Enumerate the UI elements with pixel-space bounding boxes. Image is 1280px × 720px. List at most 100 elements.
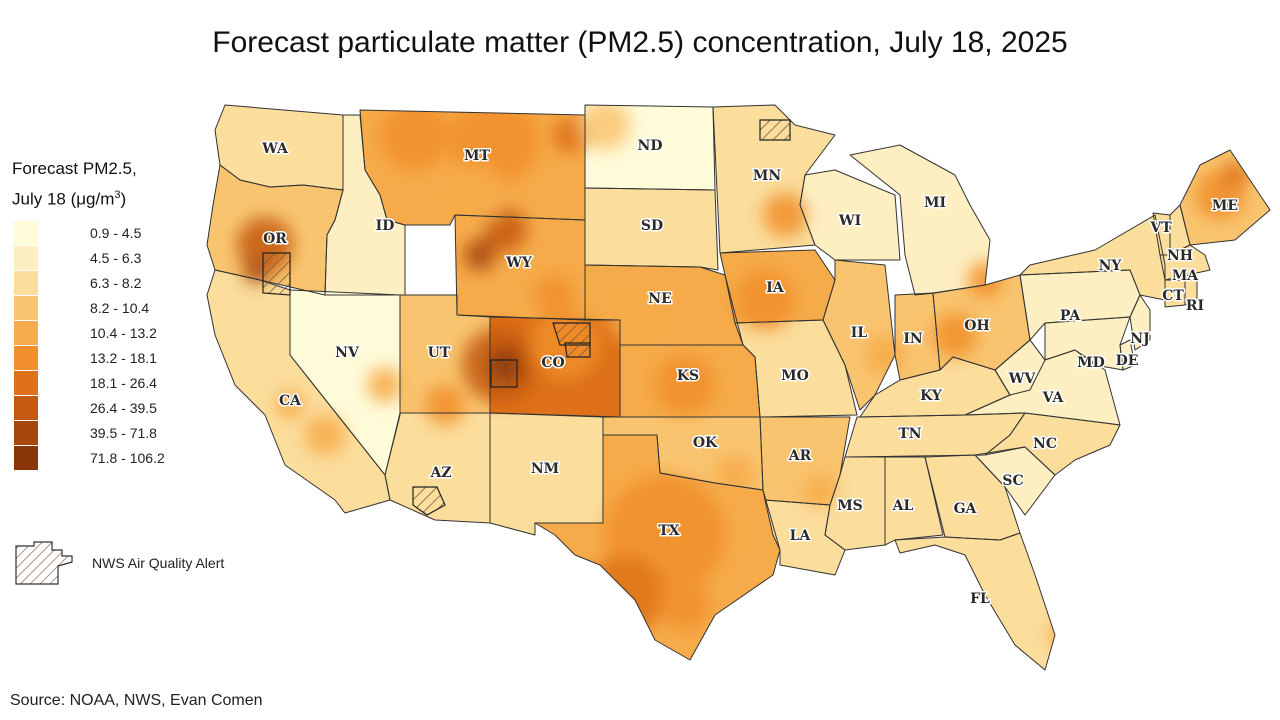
state-in	[895, 293, 940, 380]
state-label: SC	[1002, 473, 1023, 489]
state-wi	[800, 170, 900, 260]
smoke-plume	[276, 391, 304, 419]
state-border	[1044, 316, 1131, 371]
state-border	[894, 532, 1056, 671]
state-label: GA	[954, 501, 978, 517]
state-label: CT	[1162, 288, 1184, 304]
state-label: NM	[531, 461, 559, 477]
smoke-plume	[380, 105, 450, 170]
smoke-plume	[660, 580, 710, 630]
smoke-plume	[445, 165, 505, 225]
state-border	[1129, 294, 1151, 351]
state-al	[885, 457, 943, 545]
air-quality-alert-area	[564, 342, 591, 358]
state-label: MT	[464, 148, 490, 164]
legend-row: 26.4 - 39.5	[14, 395, 214, 420]
state-label: NH	[1167, 248, 1193, 264]
state-label: TX	[658, 523, 679, 539]
legend-label: 6.3 - 8.2	[90, 274, 142, 291]
smoke-plume	[580, 105, 630, 150]
state-az	[385, 413, 490, 523]
state-label: AZ	[429, 465, 451, 481]
legend-row: 10.4 - 13.2	[14, 320, 214, 345]
state-label: MN	[753, 168, 781, 184]
legend-swatch	[14, 345, 38, 370]
air-quality-alert-area	[552, 322, 591, 346]
legend-label: 10.4 - 13.2	[90, 324, 157, 341]
state-sc	[975, 447, 1055, 515]
state-sd	[585, 188, 718, 270]
state-la	[765, 500, 845, 575]
state-ms	[825, 457, 885, 550]
legend-row: 6.3 - 8.2	[14, 270, 214, 295]
state-label: OH	[964, 318, 989, 334]
state-label: WA	[261, 141, 289, 157]
smoke-plume	[1221, 161, 1249, 189]
legend-title-line1: Forecast PM2.5,	[12, 159, 137, 178]
state-border	[799, 169, 901, 261]
smoke-plume	[865, 335, 905, 375]
state-label: IN	[903, 331, 923, 347]
legend-label: 8.2 - 10.4	[90, 299, 150, 316]
legend-swatch	[14, 220, 38, 245]
legend-label: 0.9 - 4.5	[90, 224, 142, 241]
legend: 0.9 - 4.5 4.5 - 6.3 6.3 - 8.2 8.2 - 10.4 10.…	[14, 220, 214, 470]
state-ny	[1020, 215, 1165, 300]
state-label: LA	[790, 528, 812, 544]
state-id	[325, 115, 405, 295]
smoke-plume	[450, 105, 540, 185]
smoke-plume	[1049, 619, 1081, 651]
smoke-plume	[804, 474, 836, 506]
state-label: UT	[428, 345, 451, 361]
state-label: NC	[1033, 436, 1057, 452]
state-nj	[1130, 295, 1150, 350]
state-ky	[860, 357, 1010, 417]
alert-hatch-icon	[15, 541, 73, 585]
state-label: ND	[638, 138, 663, 154]
state-va	[965, 340, 1120, 425]
smoke-plume	[735, 270, 795, 330]
state-vt	[1153, 213, 1170, 255]
state-nm	[490, 413, 603, 535]
state-mn	[713, 105, 835, 253]
smoke-plume	[607, 287, 663, 343]
smoke-plume	[715, 455, 755, 495]
legend-row: 4.5 - 6.3	[14, 245, 214, 270]
state-label: MA	[1172, 268, 1199, 284]
state-label: NY	[1099, 258, 1123, 274]
air-quality-alert-area	[759, 119, 791, 141]
state-label: KY	[920, 388, 943, 404]
legend-swatch	[14, 245, 38, 270]
legend-title-line2: July 18 (μg/m3)	[12, 189, 127, 209]
state-border	[534, 434, 781, 661]
state-ga	[925, 455, 1020, 540]
state-border	[822, 259, 896, 411]
air-quality-alert-area	[262, 252, 291, 296]
state-mo	[735, 320, 857, 417]
smoke-plume	[552, 117, 588, 153]
legend-swatch	[14, 445, 38, 470]
state-wa	[215, 105, 343, 190]
legend-label: 71.8 - 106.2	[90, 449, 165, 466]
state-wv	[995, 340, 1045, 395]
legend-label: 26.4 - 39.5	[90, 399, 157, 416]
state-ca	[207, 270, 390, 513]
legend-swatch	[14, 320, 38, 345]
smoke-plume	[655, 355, 715, 415]
state-label: RI	[1186, 298, 1204, 314]
legend-label: 4.5 - 6.3	[90, 249, 142, 266]
legend-label: 18.1 - 26.4	[90, 374, 157, 391]
state-border	[1184, 279, 1198, 306]
state-label: VT	[1149, 220, 1172, 236]
smoke-plume	[585, 555, 665, 635]
state-label: IL	[851, 325, 868, 341]
state-border	[884, 456, 944, 546]
state-label: OK	[693, 435, 718, 451]
state-label: TN	[898, 426, 921, 442]
state-label: AL	[892, 498, 914, 514]
legend-row: 71.8 - 106.2	[14, 445, 214, 470]
state-label: MS	[837, 498, 863, 514]
state-border	[994, 339, 1046, 396]
legend-swatch	[14, 295, 38, 320]
state-label: MI	[924, 195, 946, 211]
